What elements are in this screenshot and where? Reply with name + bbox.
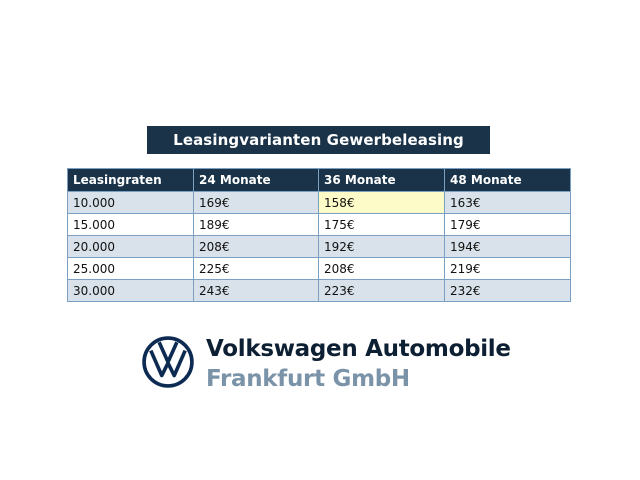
- table-cell: 194€: [444, 235, 571, 258]
- table-cell-highlighted: 158€: [318, 191, 445, 214]
- company-name-line1: Volkswagen Automobile: [206, 336, 511, 362]
- table-cell: 169€: [193, 191, 319, 214]
- table-cell: 25.000: [67, 257, 194, 280]
- table-row: 10.000 169€ 158€ 163€: [67, 191, 571, 214]
- table-cell: 225€: [193, 257, 319, 280]
- column-header-24-monate: 24 Monate: [193, 168, 319, 192]
- leasing-table: Leasingraten 24 Monate 36 Monate 48 Mona…: [67, 168, 571, 302]
- table-cell: 208€: [318, 257, 445, 280]
- vw-logo-icon: [142, 336, 194, 388]
- column-header-48-monate: 48 Monate: [444, 168, 571, 192]
- table-cell: 175€: [318, 213, 445, 236]
- table-cell: 189€: [193, 213, 319, 236]
- table-cell: 20.000: [67, 235, 194, 258]
- table-cell: 208€: [193, 235, 319, 258]
- table-cell: 15.000: [67, 213, 194, 236]
- table-cell: 163€: [444, 191, 571, 214]
- table-row: 25.000 225€ 208€ 219€: [67, 257, 571, 280]
- table-cell: 30.000: [67, 279, 194, 302]
- table-cell: 243€: [193, 279, 319, 302]
- company-logo-block: Volkswagen Automobile Frankfurt GmbH: [140, 334, 520, 394]
- column-header-36-monate: 36 Monate: [318, 168, 445, 192]
- table-header-row: Leasingraten 24 Monate 36 Monate 48 Mona…: [67, 168, 571, 192]
- table-cell: 192€: [318, 235, 445, 258]
- table-cell: 179€: [444, 213, 571, 236]
- company-name-line2: Frankfurt GmbH: [206, 366, 410, 392]
- table-row: 15.000 189€ 175€ 179€: [67, 213, 571, 236]
- table-cell: 10.000: [67, 191, 194, 214]
- table-cell: 223€: [318, 279, 445, 302]
- page-title: Leasingvarianten Gewerbeleasing: [147, 126, 490, 154]
- table-cell: 232€: [444, 279, 571, 302]
- table-row: 20.000 208€ 192€ 194€: [67, 235, 571, 258]
- column-header-leasingraten: Leasingraten: [67, 168, 194, 192]
- table-row: 30.000 243€ 223€ 232€: [67, 279, 571, 302]
- table-cell: 219€: [444, 257, 571, 280]
